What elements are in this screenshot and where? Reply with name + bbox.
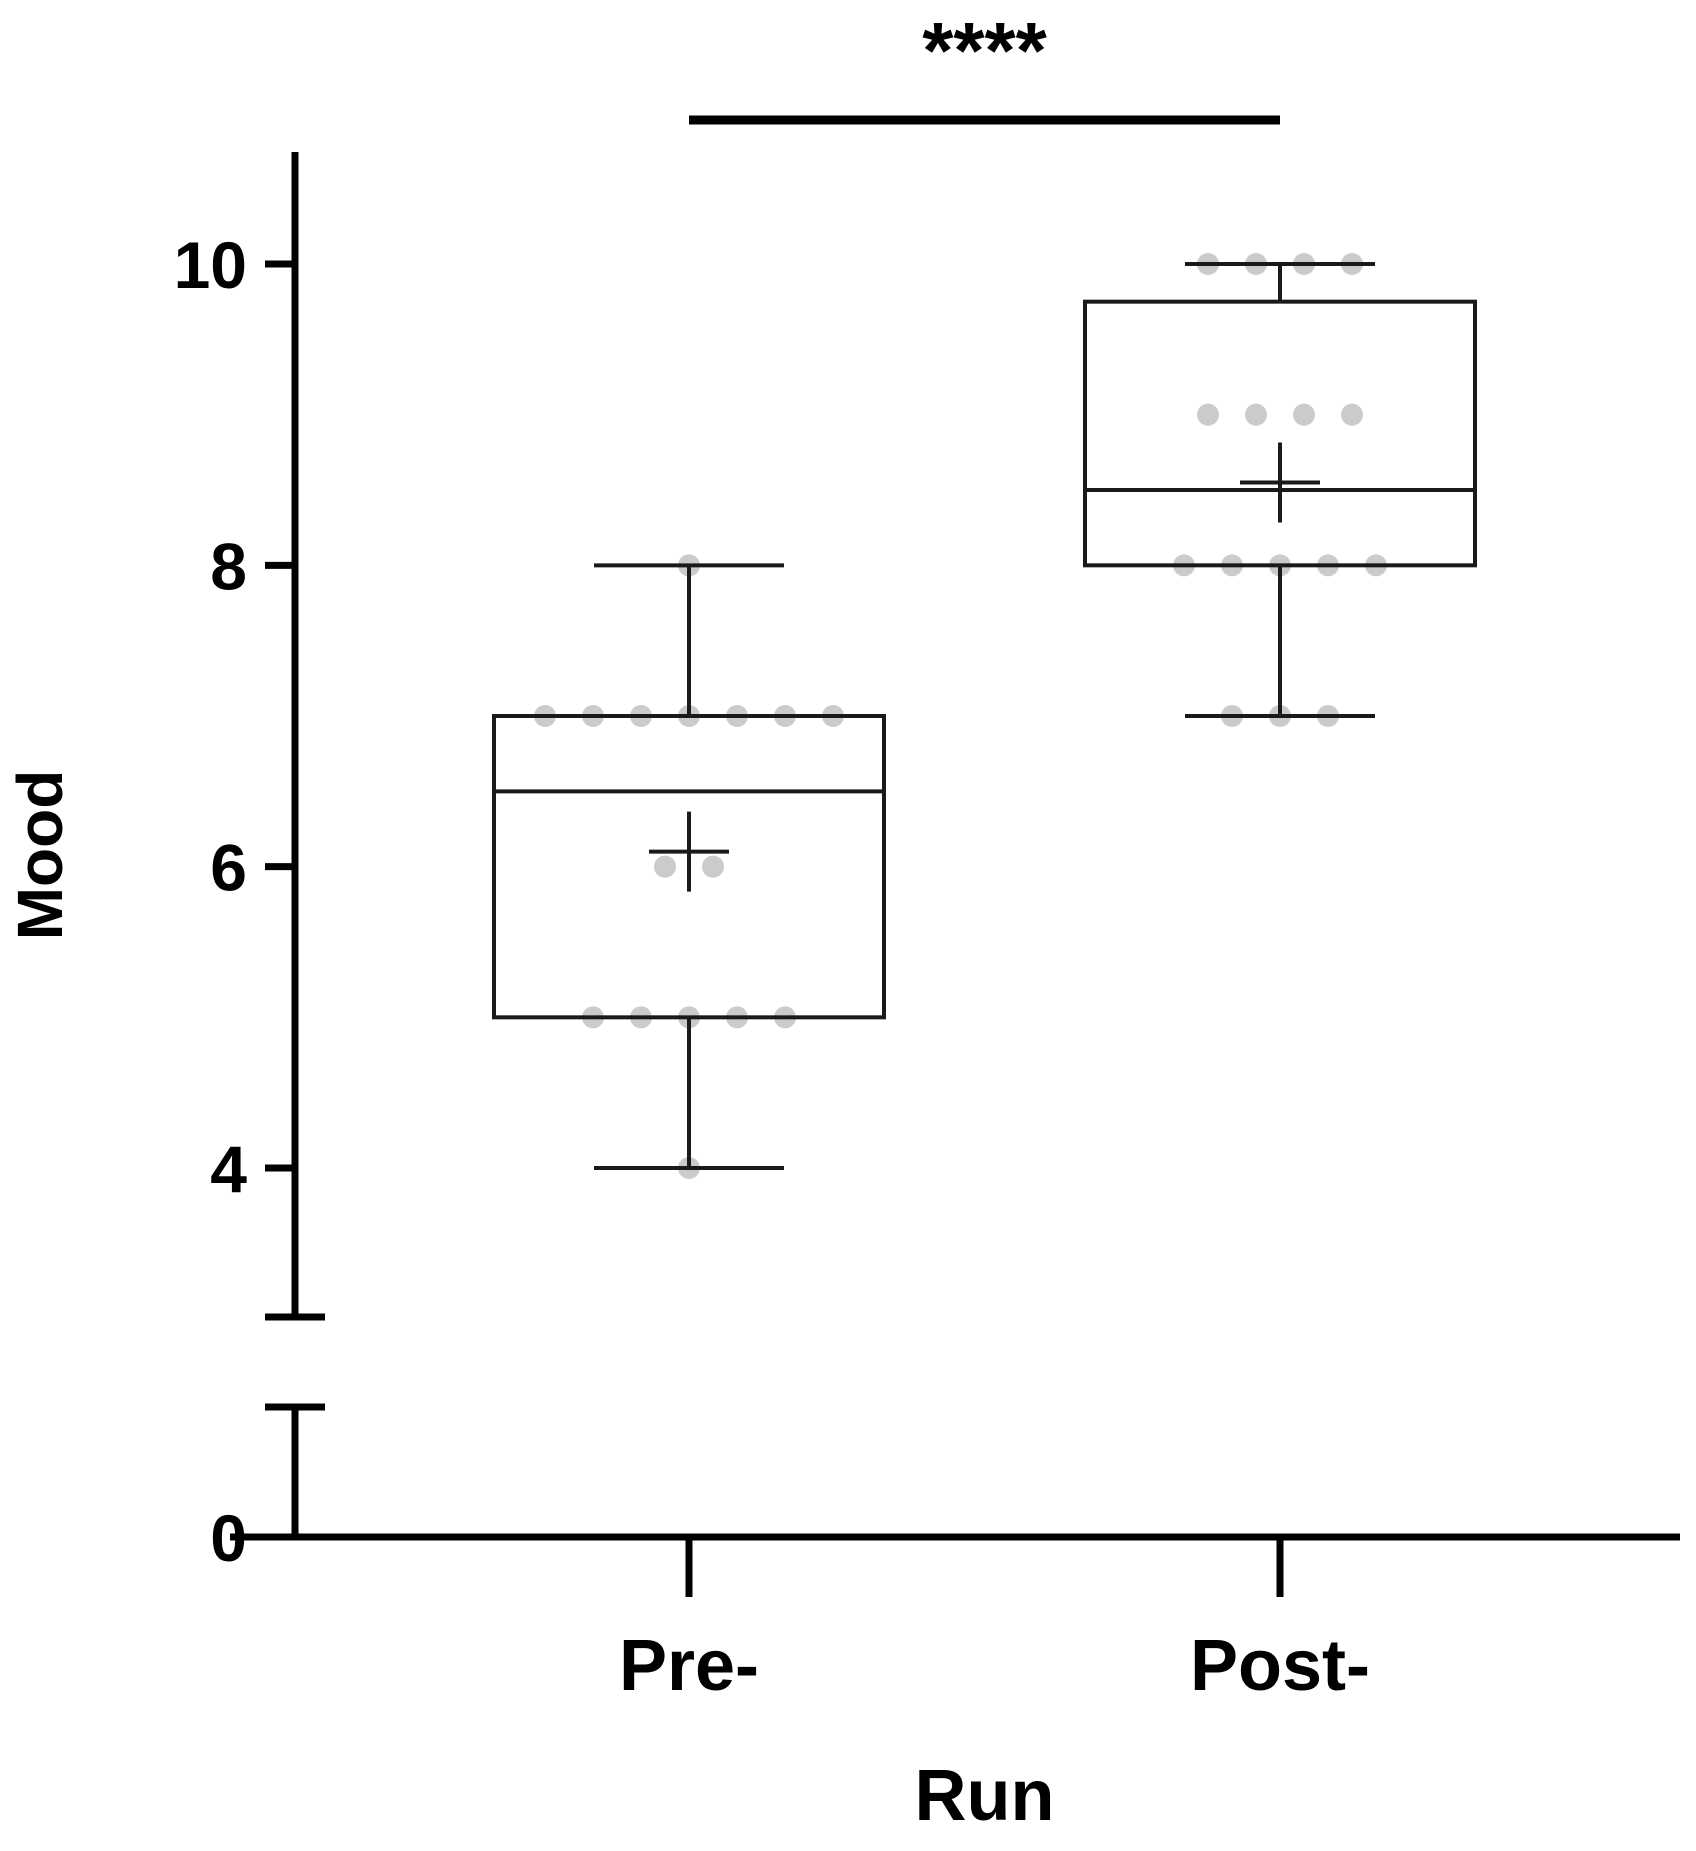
y-tick-label: 8 (210, 529, 247, 603)
data-point (1245, 403, 1267, 426)
significance-label: **** (922, 6, 1047, 95)
data-point (654, 855, 676, 878)
y-axis-label: Mood (4, 770, 76, 941)
box-pre (492, 714, 886, 1020)
x-tick-label: Post- (1190, 1626, 1370, 1706)
data-point (1293, 403, 1315, 426)
x-axis-label: Run (915, 1756, 1055, 1836)
axes: 0 4 6 8 10 Pre- Post- (174, 115, 1680, 1706)
y-tick-label: 6 (210, 831, 247, 905)
data-point (702, 855, 724, 878)
labels: Mood Run **** (4, 6, 1054, 1836)
data-point (1341, 403, 1363, 426)
y-tick-label: 0 (210, 1501, 247, 1575)
y-tick-label: 10 (174, 228, 247, 302)
data-point (1197, 403, 1219, 426)
y-tick-label: 4 (210, 1132, 247, 1206)
boxes (492, 262, 1477, 1170)
x-tick-label: Pre- (619, 1626, 759, 1706)
data-points (534, 253, 1387, 1179)
box-post (1083, 299, 1477, 568)
